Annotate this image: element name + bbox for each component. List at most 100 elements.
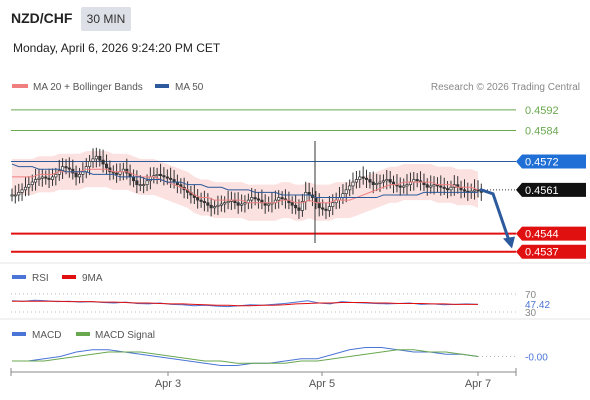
- candle-body: [445, 188, 450, 191]
- candle-body: [199, 199, 203, 202]
- candle-body: [13, 194, 17, 197]
- candle-body: [226, 201, 230, 204]
- symbol-title: NZD/CHF: [11, 10, 73, 26]
- candle-body: [327, 206, 331, 211]
- candle-body: [54, 173, 58, 178]
- candle-body: [442, 186, 446, 189]
- candle-body: [267, 203, 271, 206]
- timeframe-button[interactable]: 30 MIN: [81, 7, 131, 31]
- candle-body: [115, 172, 119, 175]
- credit-label: Research © 2026 Trading Central: [431, 82, 580, 93]
- candle-body: [351, 181, 355, 187]
- candle-body: [196, 197, 200, 201]
- candle-body: [165, 176, 169, 179]
- rsi-level-label: 47.42: [525, 300, 550, 311]
- candle-body: [23, 186, 28, 191]
- candle-body: [138, 184, 142, 187]
- chart-header: NZD/CHF 30 MIN Monday, April 6, 2026 9:2…: [0, 0, 590, 70]
- candle-body: [240, 203, 244, 206]
- forecast-arrowhead: [503, 236, 515, 249]
- candle-body: [30, 181, 34, 186]
- ma20-legend-swatch: [12, 84, 28, 88]
- candle-body: [405, 184, 409, 187]
- ma50-legend-label: MA 50: [175, 82, 204, 93]
- candle-body: [341, 193, 345, 198]
- candle-body: [385, 179, 389, 182]
- rsi-legend-label: RSI: [32, 273, 49, 284]
- support-price-label: 0.4544: [525, 229, 559, 241]
- candle-body: [462, 189, 467, 192]
- candle-body: [148, 176, 152, 182]
- candle-body: [209, 204, 213, 209]
- candle-body: [432, 184, 436, 187]
- candle-body: [425, 184, 429, 188]
- candle-body: [202, 201, 206, 204]
- candle-body: [206, 202, 210, 206]
- support-price-label: 0.4537: [525, 247, 559, 259]
- candle-body: [256, 198, 260, 201]
- candle-body: [50, 176, 55, 180]
- x-tick-label: Apr 3: [155, 378, 181, 390]
- candle-body: [101, 159, 105, 165]
- candle-body: [388, 179, 392, 183]
- candle-body: [223, 202, 227, 205]
- candle-body: [277, 197, 281, 201]
- candle-body: [368, 179, 372, 183]
- target-price-label: 0.4592: [525, 105, 559, 117]
- ma50-legend-swatch: [155, 84, 169, 88]
- candle-body: [449, 186, 453, 191]
- candle-body: [145, 180, 149, 186]
- candle-body: [304, 192, 308, 202]
- candle-body: [27, 184, 31, 188]
- candle-body: [439, 185, 443, 188]
- candle-body: [77, 173, 82, 178]
- ma20-legend-label: MA 20 + Bollinger Bands: [33, 82, 143, 93]
- candle-body: [429, 185, 433, 188]
- candle-body: [361, 176, 365, 179]
- candle-body: [67, 167, 71, 170]
- candle-body: [169, 177, 173, 180]
- forecast-arrow: [479, 188, 511, 243]
- candle-body: [34, 179, 38, 183]
- signal-legend-swatch: [76, 332, 90, 336]
- candle-body: [47, 177, 51, 180]
- candle-body: [88, 161, 92, 167]
- candle-body: [91, 158, 95, 162]
- signal-legend-label: MACD Signal: [95, 330, 155, 341]
- candle-body: [10, 194, 14, 197]
- candle-body: [125, 168, 129, 174]
- candle-body: [344, 189, 348, 195]
- candle-body: [159, 173, 163, 176]
- support-price-tag: [516, 244, 586, 259]
- candle-body: [317, 202, 321, 209]
- last-price-label: 0.4561: [525, 185, 559, 197]
- candle-body: [358, 176, 362, 180]
- candle-body: [402, 185, 406, 188]
- candle-body: [142, 184, 146, 187]
- candle-body: [40, 176, 44, 179]
- rsi-level-label: 70: [525, 290, 537, 301]
- support-price-tag: [516, 226, 586, 241]
- candle-body: [294, 204, 298, 209]
- candle-body: [135, 180, 139, 186]
- candle-body: [398, 185, 402, 188]
- candle-body: [105, 163, 109, 169]
- candle-body: [243, 202, 247, 205]
- candle-body: [348, 185, 352, 191]
- pivot-price-label: 0.4572: [525, 156, 559, 168]
- pivot-price-tag: [516, 154, 586, 169]
- candle-body: [37, 177, 41, 180]
- x-axis: Apr 3 Apr 5 Apr 7: [10, 368, 517, 390]
- candle-body: [213, 206, 217, 209]
- target-price-label: 0.4584: [525, 126, 559, 138]
- rsi-level-label: 30: [525, 308, 537, 319]
- candle-body: [64, 166, 68, 169]
- macd-legend-swatch: [12, 332, 26, 336]
- candle-body: [236, 202, 240, 206]
- candle-body: [94, 155, 98, 160]
- candle-body: [364, 177, 369, 180]
- candle-body: [253, 197, 257, 200]
- candle-body: [300, 201, 304, 211]
